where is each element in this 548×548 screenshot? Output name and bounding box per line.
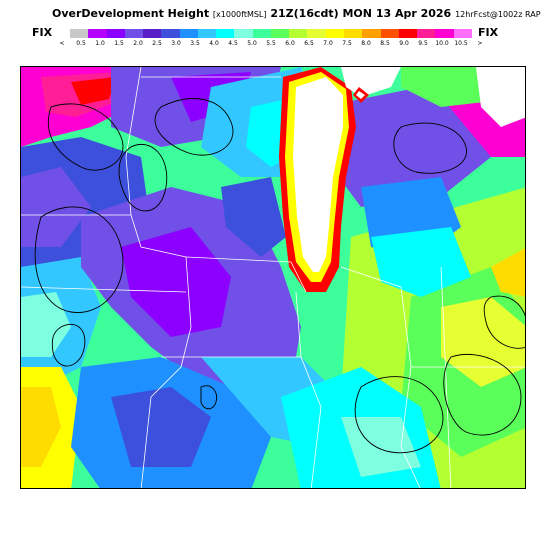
contour-line: [34, 206, 124, 313]
legend-swatch: [143, 29, 162, 38]
legend-tick-label: 4.0: [209, 40, 219, 47]
legend-tick-label: 7.5: [342, 40, 352, 47]
field-east-yellow: [441, 297, 525, 387]
contour-line: [393, 122, 467, 174]
field-ne-aqua: [371, 227, 471, 297]
field-central-blue: [221, 177, 286, 257]
contour-line: [47, 103, 124, 171]
title-units: [x1000ftMSL]: [212, 10, 267, 19]
contour-line: [483, 295, 525, 349]
terrain-contours: [34, 98, 525, 454]
legend-swatch: [124, 29, 144, 38]
field-south-darkblue: [111, 387, 211, 467]
legend-swatch: [88, 29, 107, 38]
legend-tick-label: 9.0: [399, 40, 409, 47]
state-borders: [21, 67, 525, 488]
legend-tick-label: 0.5: [76, 40, 86, 47]
border-segment: [125, 67, 142, 216]
contour-line: [354, 376, 444, 454]
map-canvas: [21, 67, 525, 488]
legend-swatch: [435, 29, 454, 38]
lake-michigan: [293, 77, 343, 272]
title-bar: OverDevelopment Height [x1000ftMSL] 21Z(…: [0, 0, 548, 24]
legend-swatch: [179, 29, 198, 38]
legend-swatch: [417, 29, 436, 38]
weather-map: [20, 66, 526, 489]
color-legend: FIX FIX <0.5 1.0 1.5 2.0 2.5 3.0 3.5 4.0 4.5 5.0 5…: [0, 24, 548, 50]
legend-tick-label: 3.0: [171, 40, 181, 47]
legend-swatch: [362, 29, 381, 38]
contour-line: [51, 323, 86, 367]
legend-tick-label: 6.0: [285, 40, 295, 47]
legend-tick-label: >: [477, 40, 483, 47]
legend-swatch: [453, 29, 472, 38]
border-segment: [21, 214, 187, 258]
field-east-orange: [491, 248, 525, 297]
legend-tick-label: 5.0: [247, 40, 257, 47]
legend-swatch: [216, 29, 235, 38]
legend-swatch: [307, 29, 326, 38]
fix-right-label: FIX: [478, 26, 499, 39]
legend-swatch: [325, 29, 344, 38]
legend-swatch: [161, 29, 180, 38]
border-segment: [185, 256, 307, 293]
legend-swatch: [270, 29, 290, 38]
legend-tick-label: 9.5: [418, 40, 428, 47]
legend-swatch: [106, 29, 125, 38]
legend-tick-labels: <0.5 1.0 1.5 2.0 2.5 3.0 3.5 4.0 4.5 5.0 5.5 6.0 6.5…: [59, 40, 483, 50]
legend-tick-label: <: [59, 40, 65, 47]
legend-tick-label: 10.5: [454, 40, 468, 47]
legend-swatch: [234, 29, 253, 38]
field-west-aqua: [21, 292, 71, 357]
title-main: OverDevelopment Height: [52, 7, 210, 20]
contour-line: [118, 143, 168, 212]
legend-swatch: [252, 29, 271, 38]
legend-color-bar: [70, 29, 472, 38]
legend-swatch: [380, 29, 399, 38]
lake-superior-edge: [341, 67, 401, 97]
title-time: 21Z(16cdt) MON 13 Apr 2026: [270, 7, 452, 20]
field-nw-red: [71, 77, 116, 105]
field-sw-orange: [21, 387, 61, 467]
legend-tick-label: 2.5: [152, 40, 162, 47]
legend-tick-label: 1.0: [95, 40, 105, 47]
field-central-violet: [121, 227, 231, 337]
legend-tick-label: 5.5: [266, 40, 276, 47]
legend-tick-label: 6.5: [304, 40, 314, 47]
small-lake: [356, 91, 365, 99]
legend-tick-label: 4.5: [228, 40, 238, 47]
legend-tick-label: 8.5: [380, 40, 390, 47]
legend-tick-label: 8.0: [361, 40, 371, 47]
contour-line: [154, 98, 234, 156]
legend-tick-label: 10.0: [435, 40, 449, 47]
border-segment: [140, 256, 192, 488]
title-model: 12hrFcst@1002z RAP: [455, 10, 541, 19]
border-segment: [440, 266, 452, 488]
contour-line: [200, 385, 218, 410]
border-segment: [295, 291, 322, 488]
legend-tick-label: 2.0: [133, 40, 143, 47]
legend-swatch: [343, 29, 363, 38]
legend-swatch: [289, 29, 308, 38]
legend-swatch: [197, 29, 217, 38]
legend-swatch: [398, 29, 418, 38]
legend-tick-label: 7.0: [323, 40, 333, 47]
legend-tick-label: 3.5: [190, 40, 200, 47]
legend-tick-label: 1.5: [114, 40, 124, 47]
fix-left-label: FIX: [32, 26, 53, 39]
lake-huron-edge: [476, 67, 525, 127]
border-segment: [21, 286, 187, 293]
legend-swatch: [70, 29, 89, 38]
field-ne-purple: [321, 87, 491, 207]
contour-line: [443, 353, 522, 436]
map-title: OverDevelopment Height [x1000ftMSL] 21Z(…: [52, 7, 541, 20]
